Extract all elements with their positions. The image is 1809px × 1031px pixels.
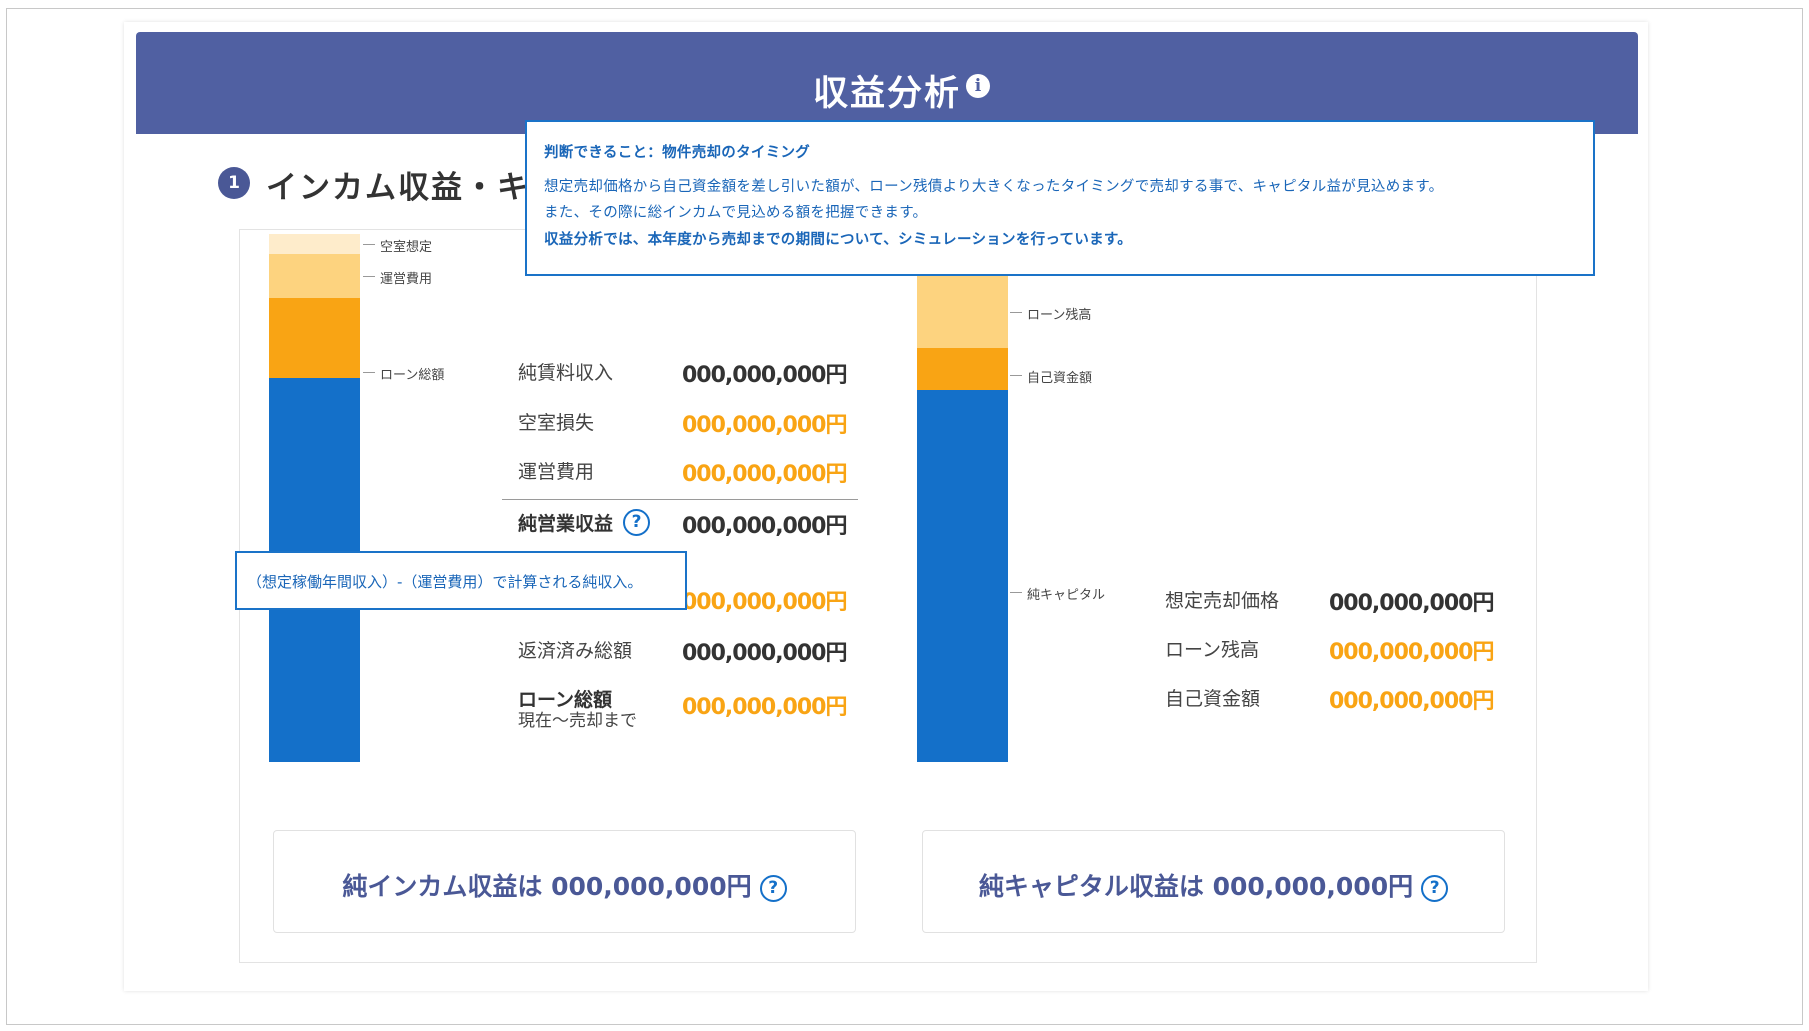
sale-price-label: 想定売却価格 bbox=[1165, 590, 1280, 612]
tick-loan-balance bbox=[1010, 312, 1022, 313]
tick-vacancy bbox=[363, 244, 375, 245]
income-summary-help-icon[interactable]: ? bbox=[759, 875, 787, 902]
info-tooltip-line-3: また、その際に総インカムで見込める額を把握できます。 bbox=[544, 205, 928, 221]
net-rent-value: 000,000,000円 bbox=[682, 363, 847, 388]
tick-net-capital bbox=[1010, 592, 1022, 593]
noi-help-tooltip: （想定稼働年間収入）-（運営費用）で計算される純収入。 bbox=[235, 551, 687, 610]
bar-segment-operating bbox=[269, 254, 360, 298]
bar-label-loan-balance: ローン残高 bbox=[1027, 308, 1092, 323]
noi-help-icon[interactable]: ? bbox=[623, 509, 650, 536]
bar-label-operating: 運営費用 bbox=[380, 272, 433, 287]
header-bar: 収益分析 i bbox=[136, 32, 1638, 134]
capital-summary-help-icon[interactable]: ? bbox=[1421, 875, 1449, 902]
loan-balance-value: 000,000,000円 bbox=[1329, 640, 1494, 665]
income-summary-text: 純インカム収益は 000,000,000円 bbox=[342, 872, 752, 901]
sale-price-value: 000,000,000円 bbox=[1329, 591, 1494, 616]
bar-segment-net-capital bbox=[917, 390, 1008, 762]
loan-balance-label: ローン残高 bbox=[1165, 639, 1260, 661]
bar-segment-vacancy bbox=[269, 234, 360, 254]
noi-value: 000,000,000円 bbox=[682, 514, 847, 539]
tick-loan-total bbox=[363, 372, 375, 373]
page-title: 収益分析 bbox=[812, 74, 961, 114]
tick-operating bbox=[363, 276, 375, 277]
info-tooltip-heading: 判断できること：物件売却のタイミング bbox=[544, 145, 811, 161]
own-funds-value: 000,000,000円 bbox=[1329, 689, 1494, 714]
section-title: インカム収益・キ bbox=[266, 170, 530, 206]
loan-total-sublabel: 現在〜売却まで bbox=[518, 711, 637, 731]
info-tooltip-line-2: 想定売却価格から自己資金額を差し引いた額が、ローン残債より大きくなったタイミング… bbox=[544, 179, 1444, 195]
operating-cost-value: 000,000,000円 bbox=[682, 462, 847, 487]
bar-label-vacancy: 空室想定 bbox=[380, 240, 433, 255]
own-funds-label: 自己資金額 bbox=[1165, 688, 1261, 710]
loan-total-value: 000,000,000円 bbox=[682, 695, 847, 720]
capital-summary-text: 純キャピタル収益は 000,000,000円 bbox=[978, 872, 1414, 901]
bar-segment-loan-total bbox=[269, 298, 360, 378]
info-tooltip: 判断できること：物件売却のタイミング 想定売却価格から自己資金額を差し引いた額が… bbox=[525, 120, 1595, 276]
capital-summary-box: 純キャピタル収益は 000,000,000円? bbox=[922, 830, 1505, 933]
bar-label-loan-total: ローン総額 bbox=[380, 368, 445, 383]
info-icon[interactable]: i bbox=[966, 74, 990, 98]
noi-label: 純営業収益 bbox=[518, 513, 614, 535]
vacancy-loss-label: 空室損失 bbox=[518, 412, 595, 434]
bar-segment-loan-balance bbox=[917, 272, 1008, 348]
info-tooltip-line-4: 収益分析では、本年度から売却までの期間について、シミュレーションを行っています。 bbox=[544, 232, 1133, 248]
section-number-badge: 1 bbox=[218, 167, 250, 199]
bar-label-net-capital: 純キャピタル bbox=[1027, 588, 1106, 603]
repaid-total-value: 000,000,000円 bbox=[682, 641, 847, 666]
income-divider bbox=[502, 499, 858, 500]
net-rent-label: 純賃料収入 bbox=[518, 362, 614, 384]
bar-label-own-funds: 自己資金額 bbox=[1027, 371, 1093, 386]
income-summary-box: 純インカム収益は 000,000,000円? bbox=[273, 830, 856, 933]
tick-own-funds bbox=[1010, 375, 1022, 376]
bar-segment-own-funds bbox=[917, 348, 1008, 390]
vacancy-loss-value: 000,000,000円 bbox=[682, 413, 847, 438]
repaid-total-label: 返済済み総額 bbox=[518, 640, 633, 662]
loan-total-label: ローン総額 bbox=[518, 689, 613, 711]
hidden-row-value: 000,000,000円 bbox=[682, 590, 847, 615]
noi-help-tooltip-text: （想定稼働年間収入）-（運営費用）で計算される純収入。 bbox=[247, 573, 643, 591]
operating-cost-label: 運営費用 bbox=[518, 461, 595, 483]
